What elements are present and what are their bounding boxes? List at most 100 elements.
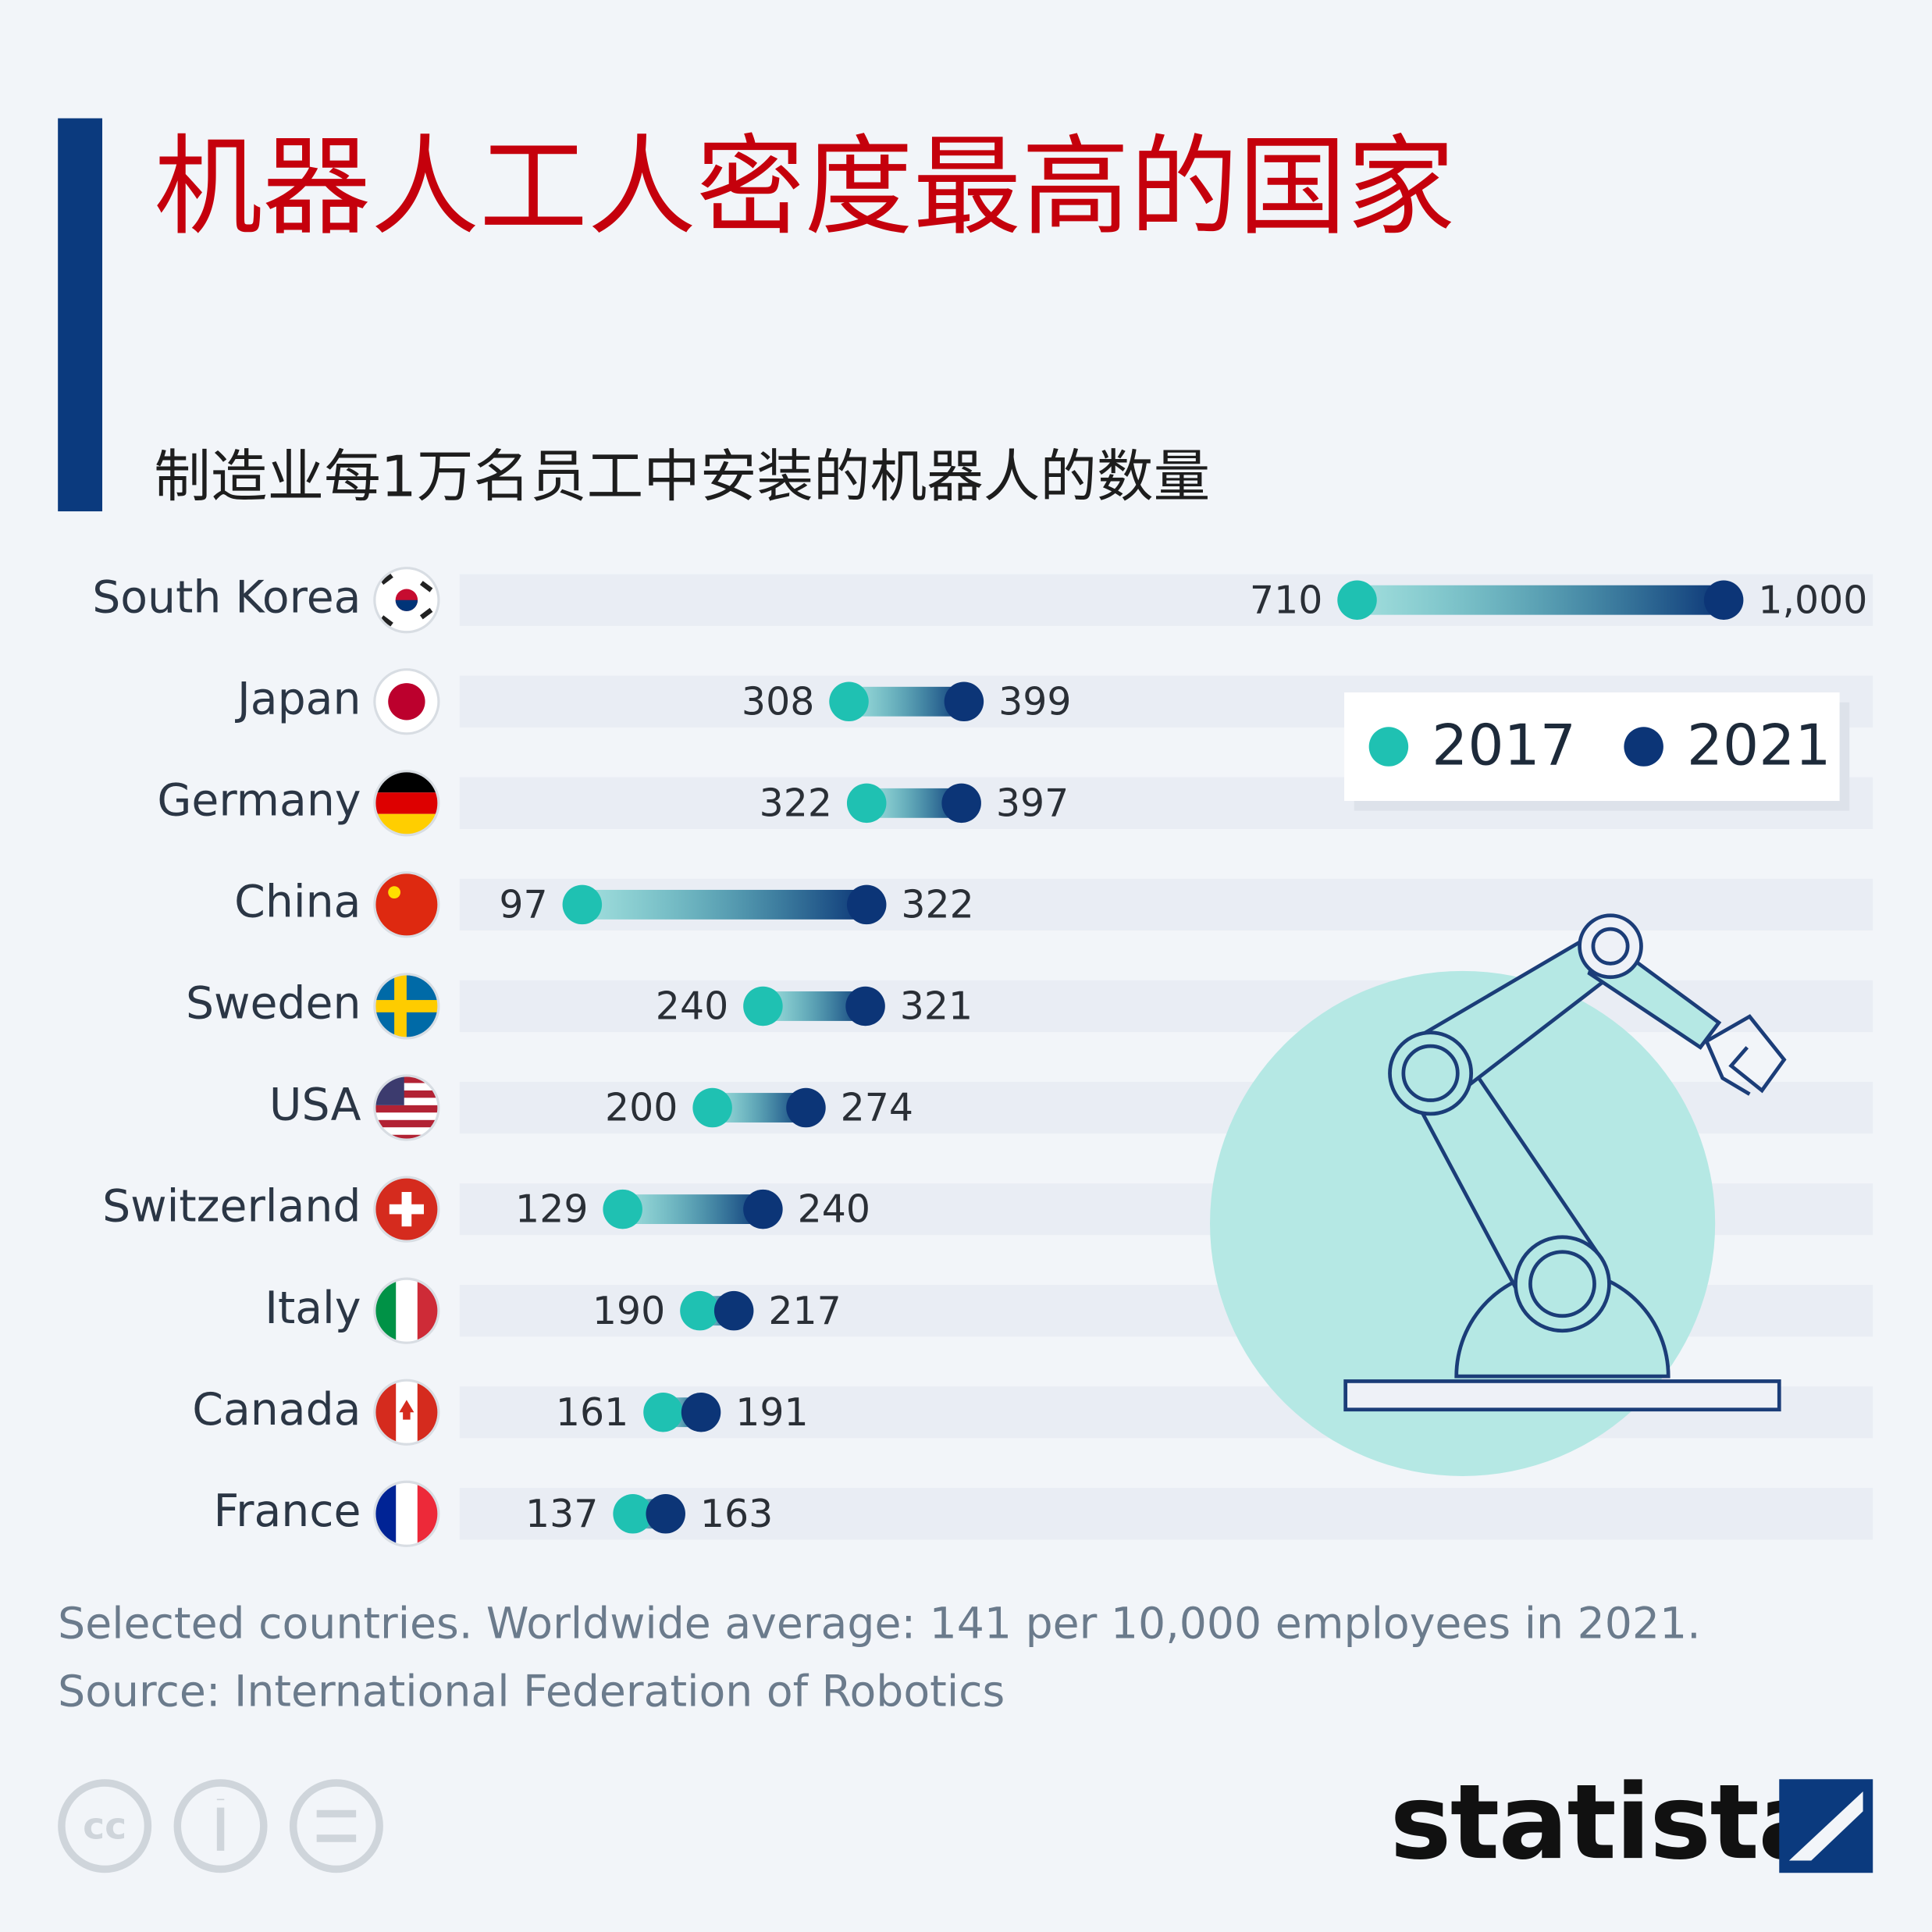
value-label: 240: [656, 984, 728, 1029]
dot-2017: [829, 681, 869, 722]
flag: [374, 1112, 439, 1120]
category-label: Canada: [192, 1384, 361, 1436]
flag-ring: [373, 1277, 440, 1344]
flag: [374, 1090, 439, 1098]
value-label: 217: [768, 1289, 841, 1333]
value-label: 161: [556, 1390, 628, 1435]
dot-2017: [1337, 580, 1377, 620]
legend-marker: [1368, 727, 1409, 767]
flag: [374, 1105, 439, 1113]
flag: [374, 1075, 439, 1083]
flag: [396, 1279, 418, 1343]
flag: [374, 669, 439, 734]
brand-mark: [1779, 1779, 1873, 1873]
flag-ring: [373, 871, 440, 938]
flag: [374, 1083, 439, 1091]
category-label: Sweden: [186, 978, 361, 1030]
flag: [374, 1119, 439, 1128]
chart-subtitle: 制造业每1万名员工中安装的机器人的数量: [154, 445, 1210, 511]
flag: [374, 1098, 439, 1105]
flag: [374, 568, 439, 632]
brand-logo: statista: [1389, 1763, 1827, 1883]
dot-2021: [786, 1087, 826, 1128]
category-label: Japan: [235, 673, 361, 724]
value-label: 322: [901, 883, 973, 927]
dot-2017: [603, 1189, 642, 1229]
value-label: 710: [1250, 578, 1322, 622]
flag: [374, 872, 439, 937]
dot-2017: [643, 1392, 683, 1432]
flag: [394, 973, 407, 1038]
flag: [374, 1134, 439, 1140]
chart-title: 机器人工人密度最高的国家: [154, 123, 1455, 250]
row-track: [459, 1488, 1873, 1540]
dot-2021: [646, 1494, 685, 1534]
dot-2021: [681, 1392, 721, 1432]
dot-2017: [613, 1494, 653, 1534]
accent-bar: [58, 118, 103, 512]
flag: [374, 973, 439, 1038]
value-label: 129: [515, 1187, 588, 1232]
dot-2021: [713, 1290, 754, 1331]
legend: 2017 2021: [1344, 692, 1850, 811]
value-label: 274: [841, 1086, 913, 1130]
value-label: 97: [499, 883, 547, 927]
value-label: 190: [592, 1289, 665, 1333]
flag-ring: [373, 770, 440, 837]
flag: [396, 1482, 418, 1546]
legend-marker: [1624, 727, 1663, 767]
category-label: USA: [269, 1080, 361, 1131]
license-icons: cc: [58, 1779, 383, 1873]
dot-2021: [941, 783, 981, 824]
flag: [388, 886, 400, 899]
value-label: 191: [735, 1390, 808, 1435]
category-label: South Korea: [92, 571, 361, 623]
value-label: 163: [700, 1492, 773, 1536]
dot-2021: [1703, 580, 1744, 620]
flag: [374, 1075, 439, 1140]
connector: [622, 1194, 763, 1225]
flag: [388, 683, 425, 720]
dot-2017: [692, 1087, 732, 1128]
dot-2021: [845, 986, 885, 1026]
flag-ring: [373, 1074, 440, 1141]
flag: [374, 1177, 439, 1242]
svg-text:cc: cc: [83, 1805, 126, 1848]
flag-ring: [373, 973, 440, 1040]
flag-ring: [373, 668, 440, 735]
connector: [1357, 585, 1724, 615]
value-label: 321: [900, 984, 973, 1029]
flag-ring: [373, 567, 440, 634]
flag: [374, 792, 439, 814]
flag-ring: [373, 1176, 440, 1243]
value-label: 399: [998, 679, 1071, 724]
value-label: 308: [742, 679, 814, 724]
dot-2017: [680, 1290, 720, 1331]
category-label: Switzerland: [102, 1181, 361, 1233]
value-label: 137: [525, 1492, 598, 1536]
value-label: 240: [798, 1187, 870, 1232]
value-label: 1,000: [1758, 578, 1867, 622]
legend-box: [1344, 692, 1840, 801]
flag-ring: [373, 1480, 440, 1547]
category-label: Germany: [157, 774, 361, 826]
category-label: China: [234, 877, 361, 928]
flag: [374, 1127, 439, 1135]
dot-2017: [846, 783, 887, 824]
dot-2017: [743, 986, 783, 1026]
value-label: 322: [760, 781, 832, 825]
flag: [374, 872, 439, 937]
note: Selected countries. Worldwide average: 1…: [58, 1599, 1701, 1649]
dot-2017: [562, 884, 603, 925]
connector: [582, 889, 867, 920]
flag: [380, 573, 433, 627]
flag: [401, 1191, 412, 1227]
value-label: 397: [996, 781, 1069, 825]
category-label: France: [214, 1485, 361, 1537]
dot-2021: [846, 884, 887, 925]
dot-2021: [944, 681, 984, 722]
legend-label: 2021: [1687, 713, 1831, 779]
flag: [395, 600, 418, 611]
